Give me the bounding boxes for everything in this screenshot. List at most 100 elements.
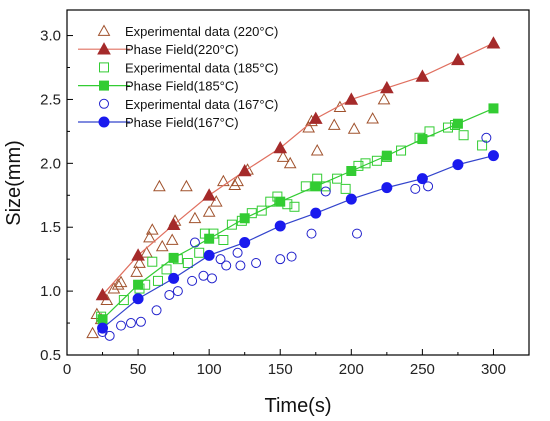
x-tick-label: 200 <box>339 361 364 378</box>
data-point <box>273 140 288 154</box>
data-point <box>168 272 180 284</box>
data-point <box>125 318 136 329</box>
data-point <box>204 233 215 244</box>
series-layer <box>86 36 501 341</box>
data-point <box>283 156 297 169</box>
y-tick-label: 3.0 <box>40 28 61 45</box>
data-point <box>320 186 331 197</box>
data-point <box>188 211 202 224</box>
legend: Experimental data (220°C) Phase Field(220… <box>78 24 278 130</box>
data-point <box>306 228 317 239</box>
data-point <box>165 233 179 245</box>
legend-marker <box>99 98 109 109</box>
x-tick-label: 150 <box>268 361 293 378</box>
data-point <box>226 219 237 230</box>
x-axis-title: Time(s) <box>264 395 331 417</box>
data-point <box>417 134 428 145</box>
legend-label: Phase Field(220°C) <box>125 42 239 57</box>
data-point <box>228 178 242 190</box>
data-point <box>423 181 434 192</box>
legend-item: Experimental data (220°C) <box>97 24 278 39</box>
y-axis-title: Size(mm) <box>3 140 25 226</box>
legend-marker <box>99 80 109 91</box>
data-point <box>308 111 323 124</box>
data-point <box>132 293 144 305</box>
data-point <box>346 166 357 176</box>
data-point <box>237 163 252 177</box>
data-point <box>274 220 286 232</box>
legend-label: Experimental data (185°C) <box>125 60 278 75</box>
data-point <box>416 173 428 185</box>
data-point <box>344 92 359 105</box>
x-tick-label: 100 <box>197 361 222 378</box>
axis-ticks: 0 50 100 150 200 250 300 0.5 1.0 1.5 2.0 2.5 3.0 <box>40 28 506 378</box>
data-point <box>371 155 382 166</box>
data-point <box>111 278 125 290</box>
data-point <box>189 237 200 248</box>
data-point <box>381 182 393 194</box>
data-point <box>256 205 267 216</box>
data-point <box>251 258 262 268</box>
plot-frame <box>66 9 530 356</box>
data-point <box>340 183 351 194</box>
data-point <box>187 275 198 286</box>
data-point <box>289 201 300 212</box>
data-point <box>152 275 163 286</box>
data-point <box>221 260 232 271</box>
data-point <box>97 314 108 325</box>
data-point <box>161 264 172 275</box>
data-point <box>164 289 175 300</box>
data-point <box>310 207 322 219</box>
data-point <box>218 235 229 245</box>
data-point <box>147 256 158 267</box>
data-point <box>217 174 230 187</box>
data-point <box>486 36 501 49</box>
data-point <box>209 195 223 207</box>
data-point <box>194 247 205 258</box>
legend-item: Phase Field(167°C) <box>78 115 239 130</box>
series-5 <box>97 150 499 334</box>
data-point <box>345 193 357 205</box>
y-tick-label: 1.0 <box>40 283 61 300</box>
data-point <box>202 188 217 201</box>
data-point <box>487 150 499 162</box>
data-point <box>381 150 392 161</box>
data-point <box>107 282 121 294</box>
legend-label: Experimental data (220°C) <box>125 24 278 39</box>
data-point <box>145 223 159 235</box>
legend-item: Experimental data (167°C) <box>99 97 278 112</box>
data-point <box>118 295 129 306</box>
data-point <box>203 249 215 261</box>
y-tick-label: 2.5 <box>40 91 61 108</box>
data-point <box>130 265 144 277</box>
data-point <box>477 140 488 151</box>
data-point <box>442 122 453 133</box>
data-point <box>180 179 193 192</box>
x-tick-label: 300 <box>481 361 506 378</box>
data-point <box>131 248 145 261</box>
data-point <box>452 118 463 129</box>
data-point <box>351 228 362 239</box>
data-point <box>135 316 146 327</box>
series-4 <box>97 132 492 341</box>
y-tick-label: 2.0 <box>40 155 61 172</box>
data-point <box>140 246 153 258</box>
y-tick-label: 1.5 <box>40 219 61 236</box>
data-point <box>172 286 183 297</box>
data-point <box>275 254 286 265</box>
data-point <box>114 275 128 288</box>
data-point <box>198 270 209 281</box>
series-1 <box>95 36 501 301</box>
legend-label: Experimental data (167°C) <box>125 97 278 112</box>
legend-marker <box>97 24 111 36</box>
data-point <box>276 150 290 162</box>
data-point <box>275 196 286 207</box>
x-tick-label: 0 <box>63 361 71 378</box>
legend-label: Phase Field(185°C) <box>125 79 239 94</box>
data-point <box>377 92 391 105</box>
data-point <box>153 179 166 192</box>
legend-item: Experimental data (185°C) <box>99 60 278 75</box>
legend-marker <box>97 42 111 55</box>
data-point <box>215 254 226 265</box>
